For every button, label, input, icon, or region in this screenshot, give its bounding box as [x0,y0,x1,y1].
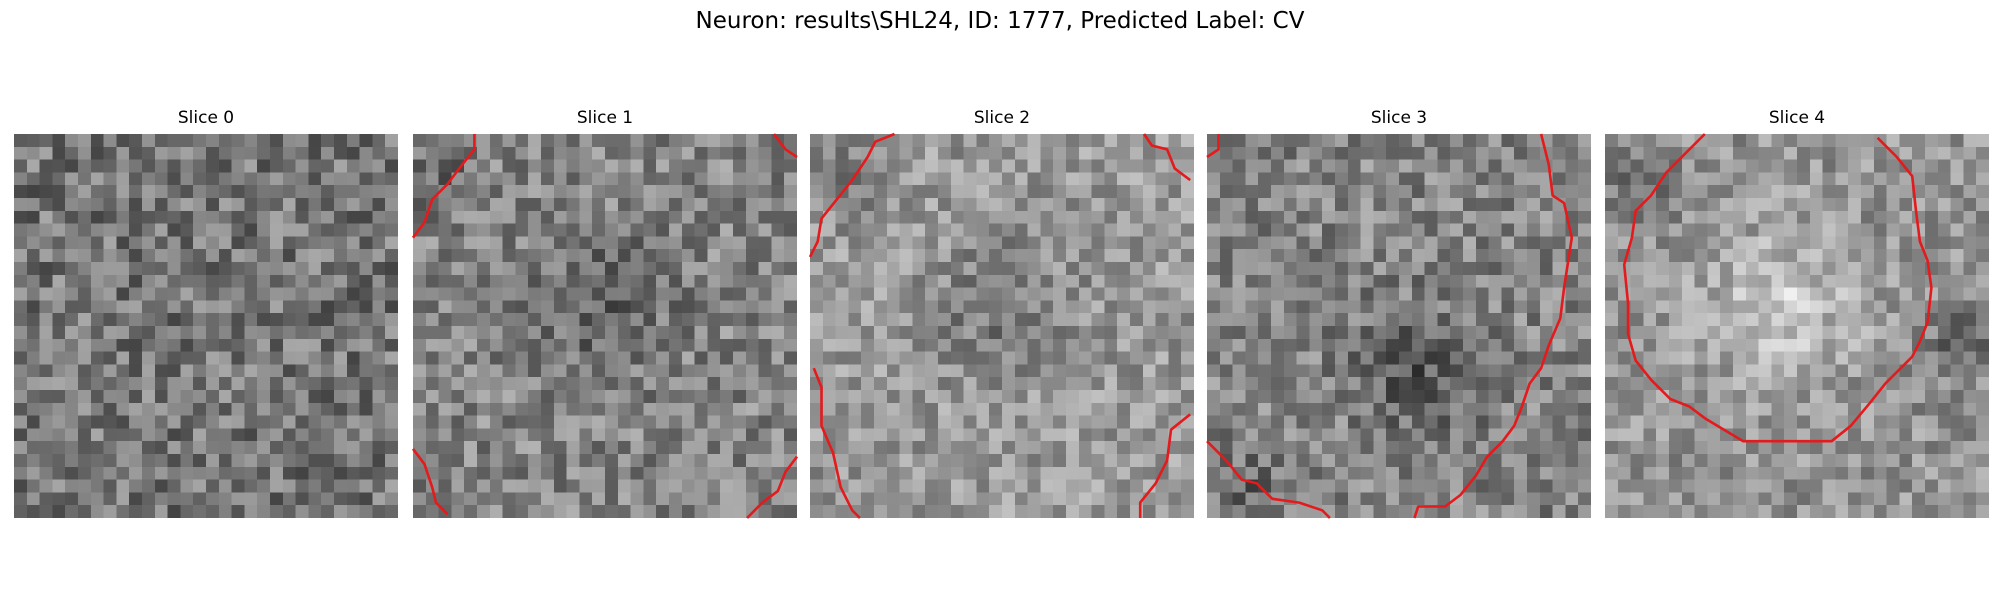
figure-title: Neuron: results\SHL24, ID: 1777, Predict… [695,8,1305,34]
contour-line-3 [746,455,799,519]
contour-line-2 [1206,440,1331,519]
contour-line-0 [808,132,895,258]
contour-line-1 [1413,133,1574,519]
intensity-grid [810,134,1194,518]
contour-line-2 [812,367,861,519]
intensity-grid [14,134,398,518]
slice-title: Slice 3 [1370,108,1428,128]
slice-image [14,134,398,518]
segmentation-contours [808,132,1192,519]
segmentation-contours [1622,133,1933,443]
slice-title: Slice 2 [973,108,1031,128]
contour-line-0 [411,134,476,239]
contour-line-3 [1138,413,1192,518]
segmentation-contours [1206,133,1574,519]
slice-title: Slice 1 [576,108,634,128]
contour-line-0 [1206,134,1220,159]
slice-image [411,133,799,519]
slice-image [1206,133,1591,519]
intensity-grid [413,134,797,518]
segmentation-contours [14,134,398,518]
segmentation-contours [411,133,799,519]
intensity-grid [1207,134,1591,518]
contour-line-2 [411,448,449,516]
slice-title: Slice 0 [177,108,235,128]
contour-line-1 [1143,133,1191,182]
slice-image [1605,133,1989,518]
contour-line-1 [772,133,798,159]
slice-title: Slice 4 [1768,108,1826,128]
contour-line-0 [1622,133,1933,443]
slice-image [808,132,1194,519]
